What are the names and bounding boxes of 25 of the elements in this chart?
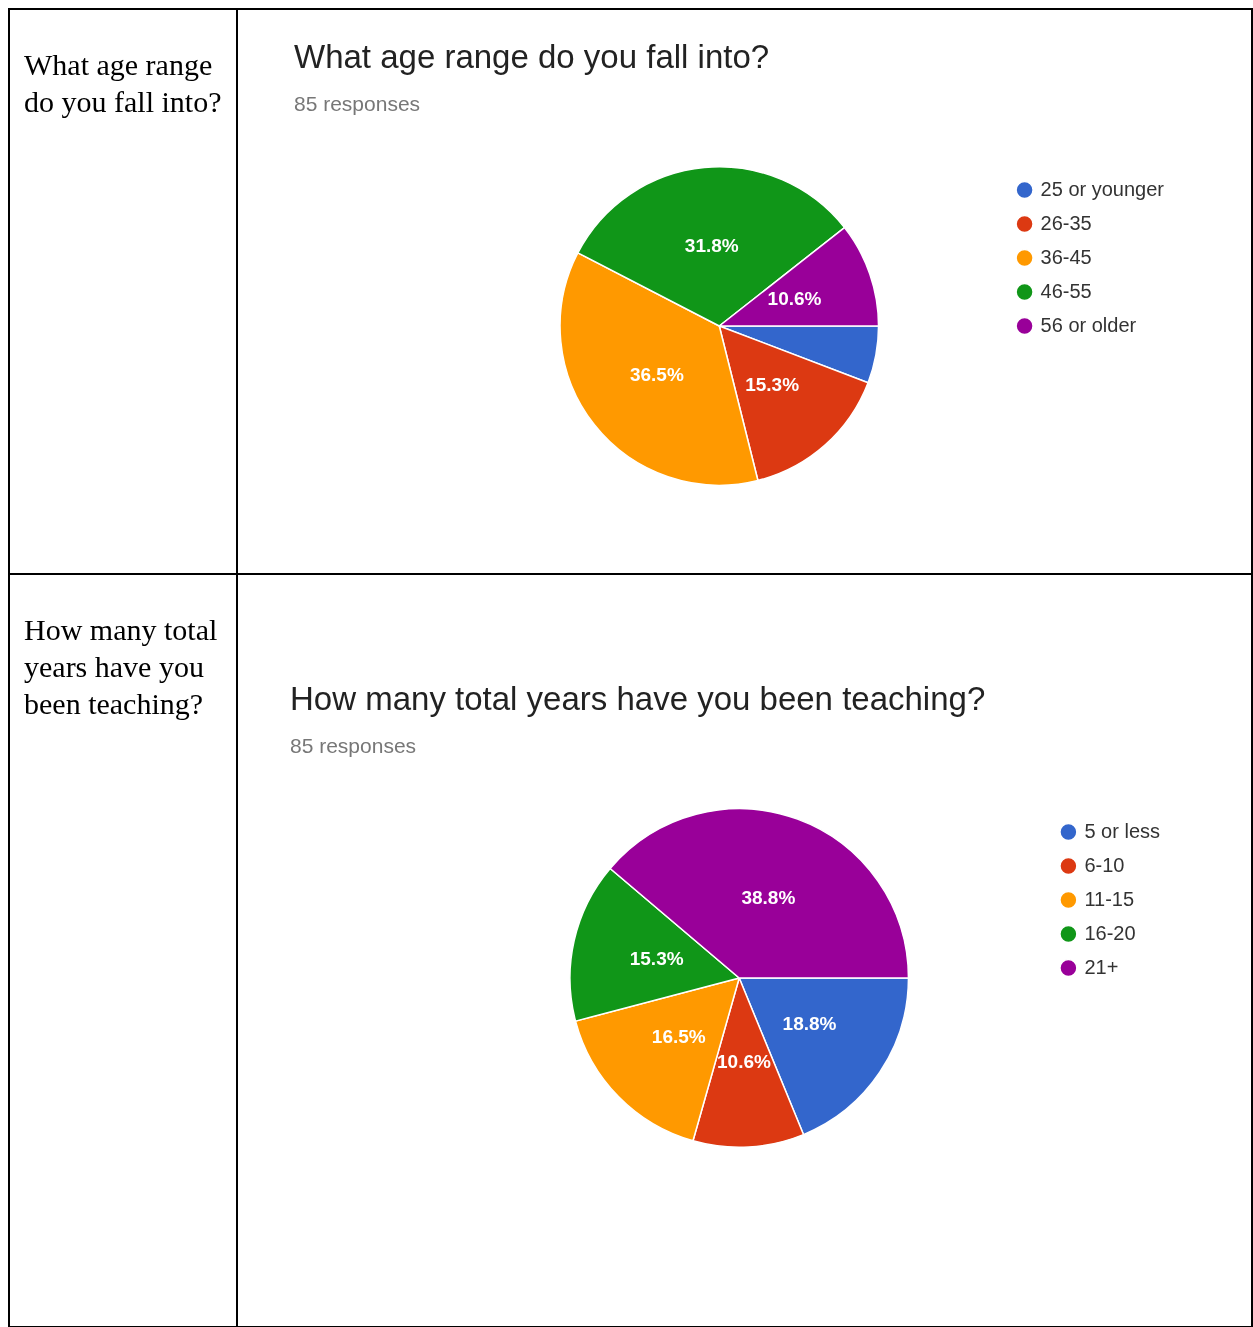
text: 85 responses [294, 92, 422, 116]
data-label: 15.3% [745, 373, 800, 395]
text: How many total years have you been teaching? [24, 612, 219, 722]
data-label: 31.8% [684, 234, 739, 256]
data-label: 18.8% [782, 1013, 837, 1035]
legend-label: 26-35 [1040, 211, 1092, 234]
legend-label: 6-10 [1084, 853, 1125, 876]
text: What age range do you fall into? [24, 47, 222, 120]
legend-label: 16-20 [1084, 921, 1136, 944]
legend-label: 46-55 [1040, 279, 1092, 302]
data-label: 10.6% [717, 1050, 772, 1072]
data-label: 16.5% [651, 1025, 706, 1047]
legend-label: 5 or less [1084, 819, 1161, 842]
text: 85 responses [290, 734, 418, 758]
data-label: 15.3% [629, 947, 684, 969]
data-label: 38.8% [741, 886, 796, 908]
data-label: 10.6% [767, 288, 822, 310]
legend-label: 11-15 [1084, 887, 1135, 910]
legend-label: 56 or older [1040, 313, 1137, 336]
data-label: 36.5% [629, 363, 684, 385]
legend-label: 21+ [1084, 955, 1119, 978]
chart-title: How many total years have you been teaching? [290, 680, 987, 718]
legend-label: 36-45 [1040, 245, 1092, 268]
legend-label: 25 or younger [1040, 177, 1165, 200]
chart-title: What age range do you fall into? [294, 38, 771, 76]
